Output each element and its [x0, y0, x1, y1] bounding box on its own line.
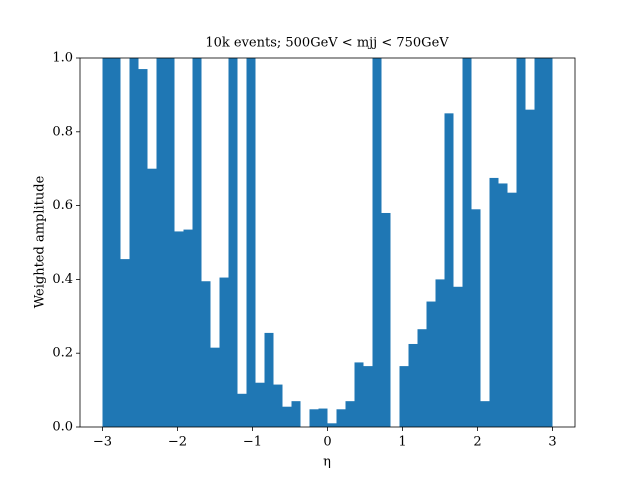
bar	[210, 347, 220, 427]
y-tick-label: 0.0	[52, 420, 73, 435]
bar	[327, 423, 337, 427]
y-tick-label: 0.4	[52, 272, 73, 287]
bar	[228, 58, 238, 427]
y-tick-label: 1.0	[52, 51, 73, 66]
bar	[237, 393, 247, 427]
bar	[255, 382, 265, 427]
bar	[543, 58, 553, 427]
bar	[291, 401, 301, 427]
bar	[129, 58, 139, 427]
bar	[471, 209, 481, 427]
bar	[264, 332, 274, 427]
bar	[534, 58, 544, 427]
y-axis-label: Weighted amplitude	[33, 175, 48, 308]
x-tick-label: −1	[243, 435, 262, 450]
bar	[354, 362, 364, 427]
bar	[282, 406, 292, 427]
chart-title: 10k events; 500GeV < mjj < 750GeV	[205, 36, 449, 51]
bar	[399, 366, 409, 427]
x-axis-label: η	[323, 455, 331, 470]
y-tick-label: 0.6	[52, 198, 73, 213]
bar	[408, 343, 418, 427]
x-tick-label: 3	[548, 435, 556, 450]
bar	[426, 301, 436, 427]
bar	[372, 58, 382, 427]
x-tick-label: −2	[168, 435, 187, 450]
bar	[462, 58, 472, 427]
bar	[507, 192, 517, 427]
x-tick-label: 1	[398, 435, 406, 450]
bar	[417, 329, 427, 427]
y-tick-label: 0.8	[52, 124, 73, 139]
bar	[147, 168, 157, 427]
x-tick-label: 2	[473, 435, 481, 450]
bar	[219, 277, 229, 427]
bar	[111, 58, 121, 427]
bar	[174, 231, 184, 427]
bar	[309, 409, 319, 427]
bar	[138, 69, 148, 427]
bar	[453, 286, 463, 427]
x-tick-label: 0	[323, 435, 331, 450]
bar	[363, 366, 373, 427]
x-tick-label: −3	[93, 435, 112, 450]
bar	[201, 281, 211, 427]
bar	[120, 259, 130, 427]
bar	[156, 58, 166, 427]
bar	[444, 113, 454, 427]
bar	[498, 183, 508, 427]
bar	[480, 401, 490, 427]
bar	[381, 212, 391, 427]
bar	[525, 109, 535, 427]
bar	[435, 279, 445, 427]
bar	[516, 58, 526, 427]
y-tick-label: 0.2	[52, 346, 73, 361]
bar	[102, 58, 112, 427]
bar	[336, 409, 346, 427]
bar	[318, 408, 328, 427]
bar	[246, 58, 256, 427]
bar	[183, 229, 193, 427]
bar	[489, 177, 499, 427]
bar	[192, 58, 202, 427]
bar	[273, 384, 283, 427]
bar	[165, 58, 175, 427]
bar	[345, 401, 355, 427]
